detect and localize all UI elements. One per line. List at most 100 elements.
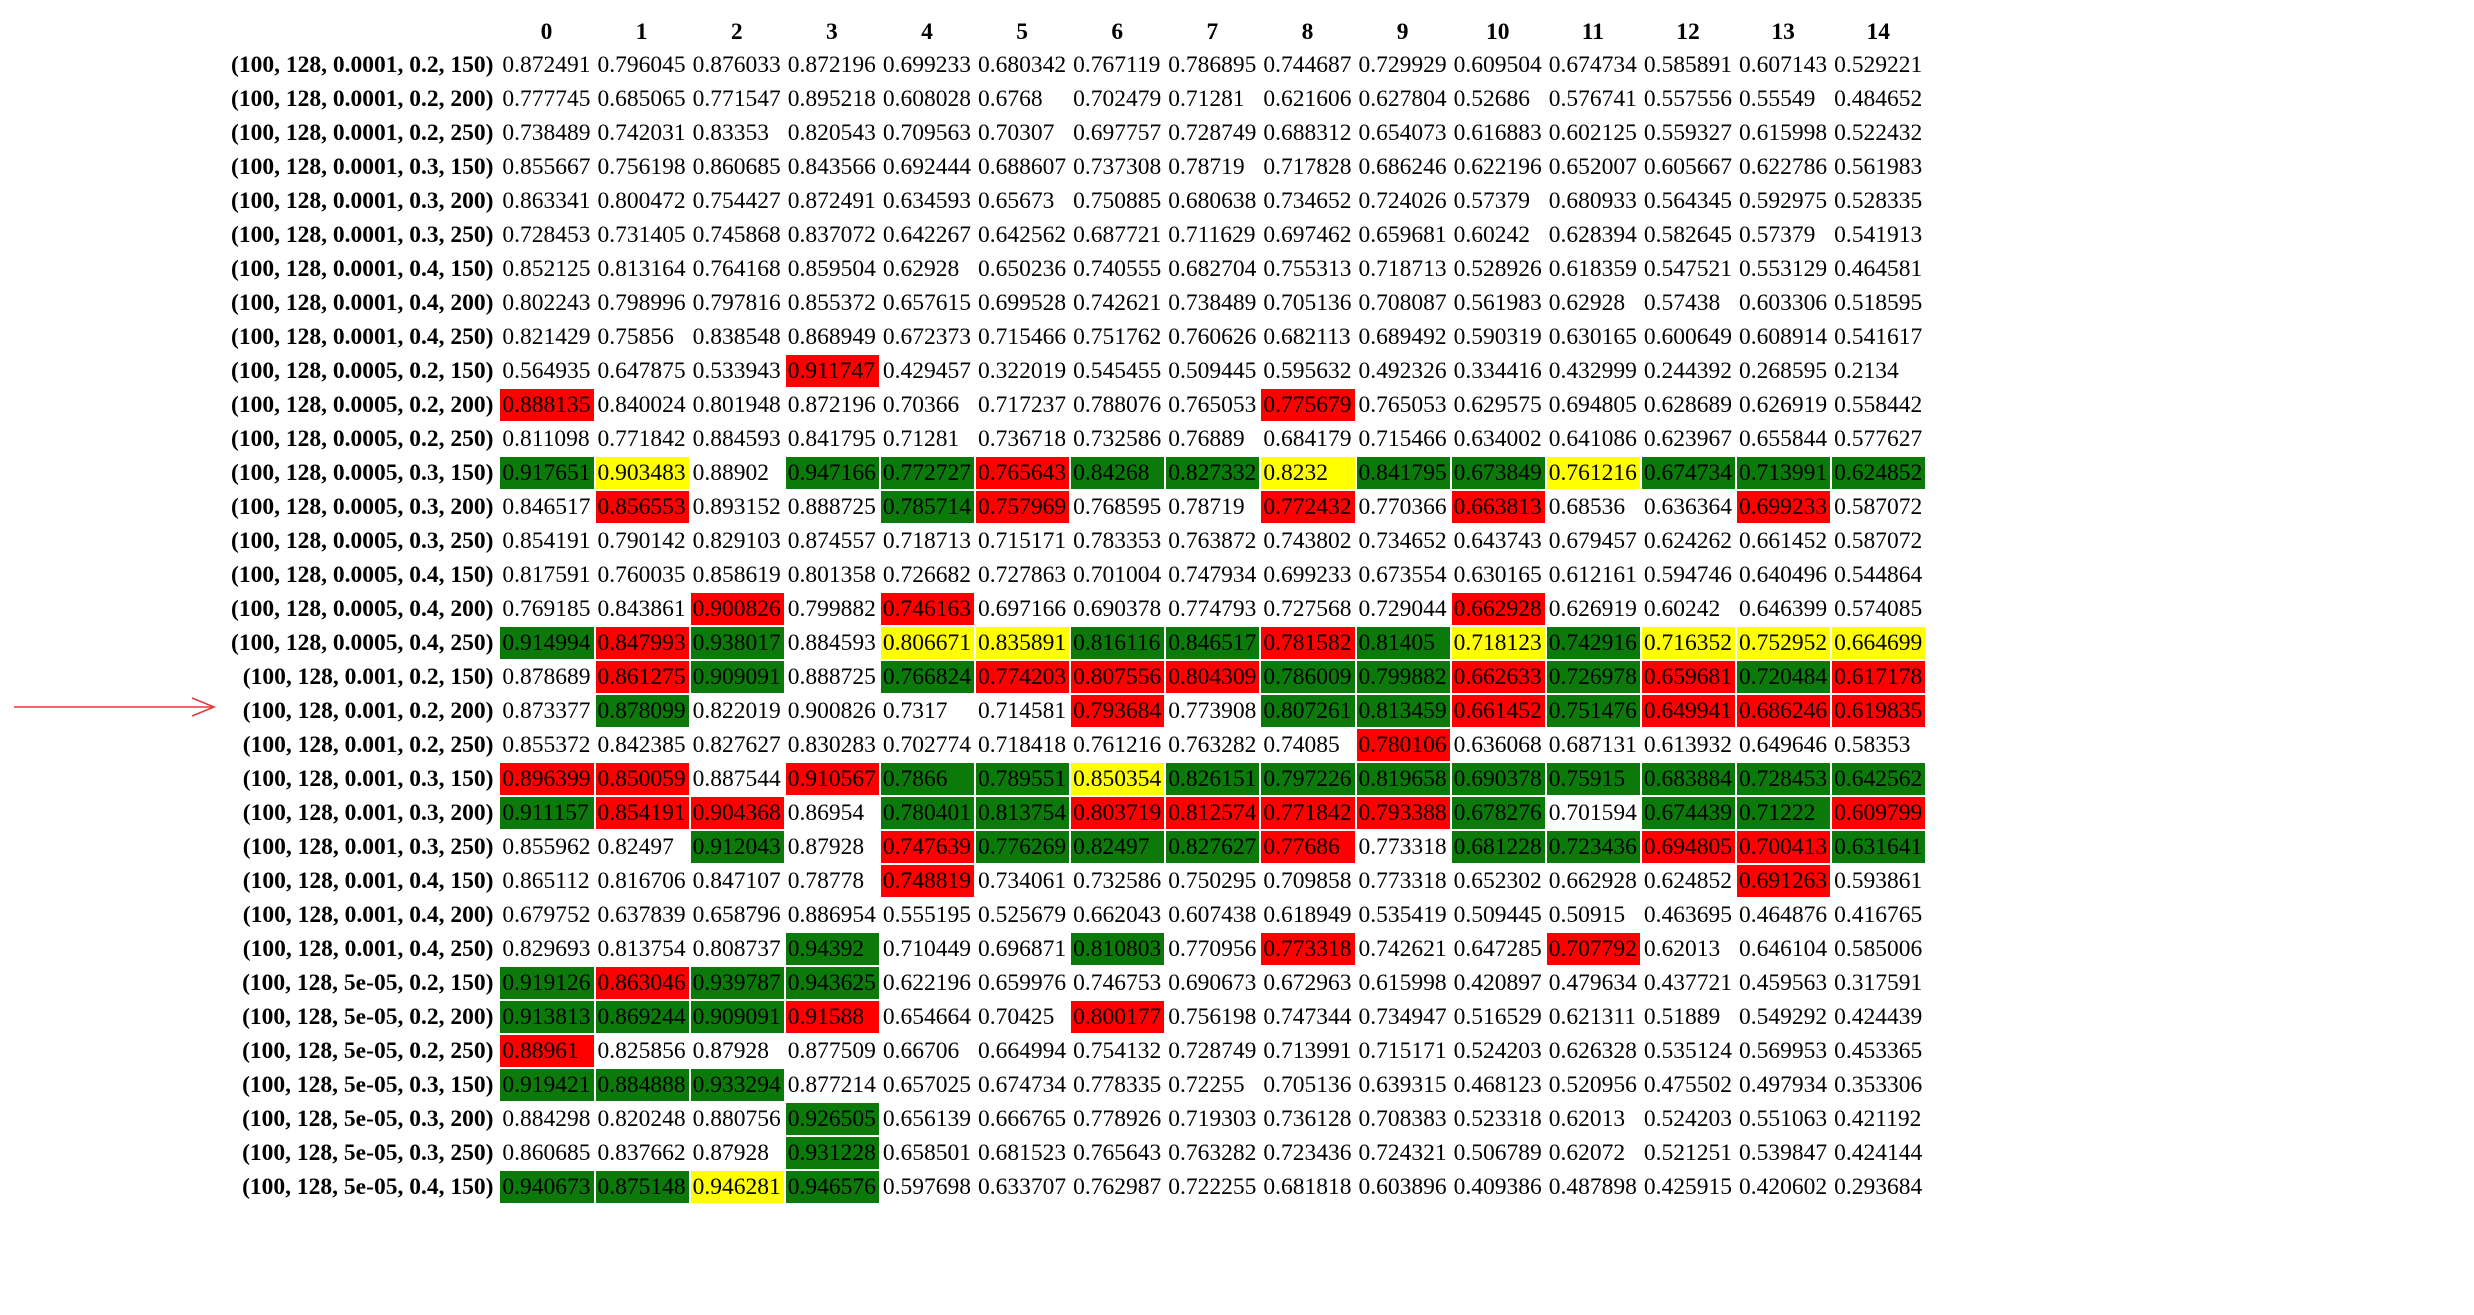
- column-header: 14: [1866, 19, 1890, 45]
- highlighted-cell: 0.875148: [594, 1170, 690, 1204]
- table-cell: 0.697757: [1073, 120, 1162, 146]
- table-cell: 0.790142: [597, 528, 686, 554]
- table-cell: 0.587072: [1834, 494, 1923, 520]
- table-cell: 0.821429: [502, 324, 591, 350]
- table-cell: 0.728453: [502, 222, 591, 248]
- highlighted-cell: 0.699233: [1736, 490, 1832, 524]
- table-cell: 0.802243: [502, 290, 591, 316]
- row-label: (100, 128, 0.0001, 0.3, 150): [231, 154, 494, 180]
- table-cell: 0.699233: [1263, 562, 1352, 588]
- table-row: (100, 128, 0.0001, 0.2, 250) 0.738489 0.74…: [228, 116, 1926, 150]
- table-cell: 0.773318: [1358, 834, 1447, 860]
- row-label: (100, 128, 0.001, 0.3, 250): [242, 834, 494, 860]
- table-row: (100, 128, 0.0001, 0.3, 150) 0.855667 0.75…: [228, 150, 1926, 184]
- table-row: (100, 128, 0.0001, 0.3, 250) 0.728453 0.73…: [228, 218, 1926, 252]
- highlighted-cell: 0.888135: [499, 388, 595, 422]
- highlighted-cell: 0.728453: [1736, 762, 1832, 796]
- highlighted-cell: 0.785714: [879, 490, 976, 524]
- table-cell: 0.590319: [1453, 324, 1542, 350]
- table-cell: 0.618359: [1548, 256, 1637, 282]
- highlighted-cell: 0.946281: [689, 1170, 785, 1204]
- table-cell: 0.541913: [1834, 222, 1923, 248]
- table-cell: 0.841795: [787, 426, 876, 452]
- table-cell: 0.740555: [1073, 256, 1162, 282]
- highlighted-cell: 0.690378: [1450, 762, 1546, 796]
- table-cell: 0.78719: [1168, 154, 1245, 180]
- highlighted-cell: 0.793388: [1355, 796, 1451, 830]
- table-cell: 0.813754: [597, 936, 686, 962]
- table-cell: 0.654073: [1358, 120, 1447, 146]
- table-cell: 0.673554: [1358, 562, 1447, 588]
- highlighted-cell: 0.816116: [1070, 626, 1166, 660]
- table-cell: 0.738489: [502, 120, 591, 146]
- table-cell: 0.86954: [787, 800, 865, 826]
- highlighted-cell: 0.761216: [1545, 456, 1641, 490]
- table-cell: 0.750295: [1168, 868, 1257, 894]
- table-row: (100, 128, 5e-05, 0.3, 200) 0.884298 0.820…: [228, 1102, 1926, 1136]
- table-cell: 0.715171: [978, 528, 1067, 554]
- highlighted-cell: 0.807261: [1260, 694, 1356, 728]
- table-cell: 0.764168: [692, 256, 781, 282]
- row-label: (100, 128, 0.001, 0.4, 150): [242, 868, 494, 894]
- table-cell: 0.76889: [1168, 426, 1245, 452]
- table-row: (100, 128, 0.0001, 0.4, 250) 0.821429 0.75…: [228, 320, 1926, 354]
- table-cell: 0.878689: [502, 664, 591, 690]
- table-cell: 0.70366: [882, 392, 960, 418]
- highlighted-cell: 0.947166: [784, 456, 880, 490]
- table-cell: 0.743802: [1263, 528, 1352, 554]
- table-cell: 0.72255: [1168, 1072, 1245, 1098]
- row-label: (100, 128, 0.0001, 0.4, 150): [231, 256, 494, 282]
- table-cell: 0.744687: [1263, 52, 1352, 78]
- table-cell: 0.685065: [597, 86, 686, 112]
- row-label: (100, 128, 0.001, 0.3, 150): [242, 766, 494, 792]
- table-cell: 0.762987: [1073, 1174, 1162, 1200]
- column-header: 0: [540, 19, 553, 45]
- table-cell: 0.854191: [502, 528, 591, 554]
- table-cell: 0.52686: [1453, 86, 1531, 112]
- table-cell: 0.637839: [597, 902, 686, 928]
- highlighted-cell: 0.803719: [1070, 796, 1166, 830]
- table-cell: 0.874557: [787, 528, 876, 554]
- table-cell: 0.860685: [502, 1140, 591, 1166]
- row-label: (100, 128, 5e-05, 0.4, 150): [242, 1174, 494, 1200]
- table-cell: 0.87928: [692, 1140, 770, 1166]
- table-cell: 0.475502: [1643, 1072, 1733, 1098]
- table-cell: 0.613932: [1643, 732, 1733, 758]
- table-cell: 0.863341: [502, 188, 591, 214]
- table-cell: 0.55549: [1739, 86, 1816, 112]
- table-cell: 0.737308: [1073, 154, 1162, 180]
- highlighted-cell: 0.780106: [1355, 728, 1451, 762]
- table-cell: 0.652007: [1548, 154, 1637, 180]
- highlighted-cell: 0.686246: [1736, 694, 1832, 728]
- table-cell: 0.518595: [1834, 290, 1923, 316]
- highlighted-cell: 0.681228: [1450, 830, 1546, 864]
- highlighted-cell: 0.919126: [499, 966, 595, 1000]
- table-cell: 0.576741: [1548, 86, 1637, 112]
- table-cell: 0.729929: [1358, 52, 1447, 78]
- table-cell: 0.778335: [1073, 1072, 1162, 1098]
- highlighted-cell: 0.810803: [1070, 932, 1166, 966]
- row-label: (100, 128, 0.0005, 0.4, 250): [231, 630, 494, 656]
- highlighted-cell: 0.847993: [594, 626, 690, 660]
- table-cell: 0.659976: [978, 970, 1067, 996]
- table-cell: 0.624852: [1643, 868, 1733, 894]
- table-cell: 0.820248: [597, 1106, 686, 1132]
- row-label: (100, 128, 5e-05, 0.2, 250): [242, 1038, 494, 1064]
- highlighted-cell: 0.674439: [1640, 796, 1737, 830]
- table-cell: 0.268595: [1739, 358, 1828, 384]
- highlighted-cell: 0.919421: [499, 1068, 595, 1102]
- highlighted-cell: 0.661452: [1450, 694, 1546, 728]
- table-row: (100, 128, 0.0001, 0.3, 200) 0.863341 0.80…: [228, 184, 1926, 218]
- highlighted-cell: 0.911157: [499, 796, 595, 830]
- table-cell: 0.640496: [1739, 562, 1828, 588]
- table-cell: 0.715466: [1358, 426, 1447, 452]
- table-body: (100, 128, 0.0001, 0.2, 150) 0.872491 0.79…: [228, 48, 1927, 1204]
- table-cell: 0.561983: [1834, 154, 1923, 180]
- table-row: (100, 128, 5e-05, 0.4, 150) 0.940673 0.875…: [228, 1170, 1926, 1204]
- table-cell: 0.765643: [1073, 1140, 1162, 1166]
- table-cell: 0.664994: [978, 1038, 1067, 1064]
- table-cell: 0.747344: [1263, 1004, 1352, 1030]
- highlighted-cell: 0.84268: [1070, 456, 1166, 490]
- highlighted-cell: 0.813754: [975, 796, 1071, 830]
- table-cell: 0.687131: [1548, 732, 1637, 758]
